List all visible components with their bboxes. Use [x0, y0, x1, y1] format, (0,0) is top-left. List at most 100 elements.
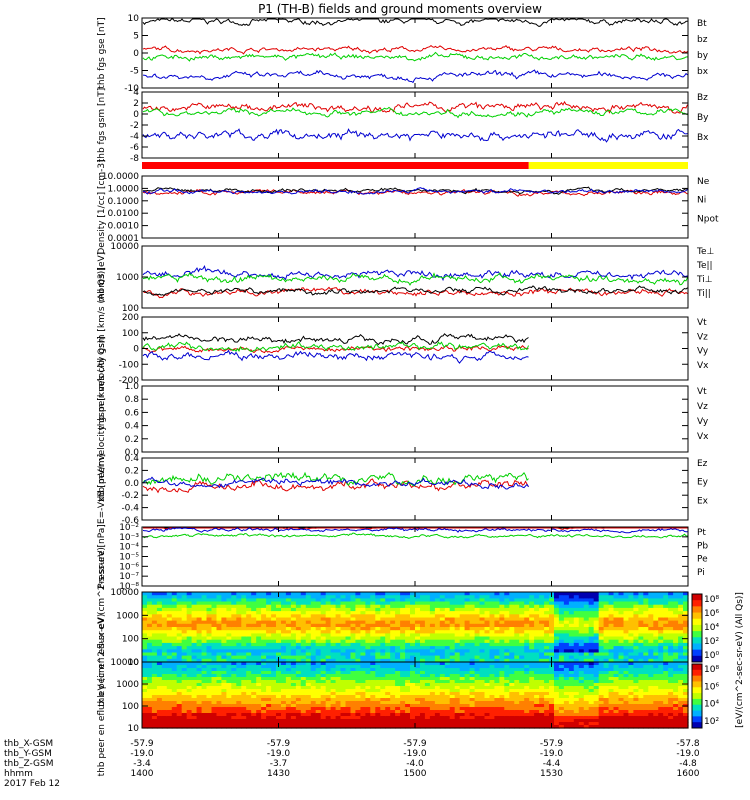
heatmap-cell — [385, 716, 391, 720]
heatmap-cell — [156, 665, 163, 669]
heatmap-cell — [340, 658, 347, 663]
heatmap-cell — [295, 677, 302, 681]
heatmap-cell — [529, 623, 535, 628]
heatmap-cell — [504, 617, 510, 622]
heatmap-cell — [534, 604, 540, 609]
heatmap-cell — [276, 692, 282, 696]
heatmap-cell — [147, 713, 153, 717]
heatmap-cell — [573, 649, 580, 654]
heatmap-cell — [415, 674, 421, 678]
heatmap-cell — [668, 642, 674, 647]
heatmap-cell — [196, 604, 203, 609]
heatmap-cell — [549, 704, 555, 708]
heatmap-cell — [539, 627, 545, 631]
heatmap-cell — [658, 614, 664, 619]
heatmap-cell — [365, 607, 371, 612]
legend-vt: Vt — [697, 387, 707, 397]
heatmap-cell — [191, 677, 198, 681]
heatmap-cell — [554, 698, 560, 702]
heatmap-cell — [186, 722, 193, 726]
heatmap-cell — [549, 692, 555, 696]
heatmap-cell — [638, 646, 644, 650]
y-tick-label: 0.4 — [125, 454, 140, 464]
legend-bx: bx — [697, 67, 709, 77]
heatmap-cell — [201, 658, 208, 663]
heatmap-cell — [365, 698, 371, 702]
heatmap-cell — [365, 639, 371, 644]
heatmap-cell — [310, 695, 317, 699]
heatmap-cell — [623, 680, 630, 684]
heatmap-cell — [221, 695, 227, 699]
heatmap-cell — [390, 668, 396, 672]
heatmap-cell — [568, 704, 575, 708]
heatmap-cell — [380, 652, 386, 657]
heatmap-cell — [380, 604, 386, 609]
heatmap-cell — [454, 649, 461, 654]
heatmap-cell — [608, 607, 615, 612]
heatmap-cell — [325, 630, 332, 634]
heatmap-cell — [499, 713, 505, 717]
heatmap-cell — [410, 713, 416, 717]
heatmap-cell — [484, 636, 491, 641]
heatmap-cell — [385, 611, 391, 615]
heatmap-cell — [643, 725, 649, 729]
heatmap-cell — [434, 704, 441, 708]
heatmap-cell — [673, 633, 679, 638]
heatmap-cell — [400, 627, 406, 631]
heatmap-cell — [454, 655, 461, 660]
heatmap-cell — [211, 592, 218, 596]
heatmap-cell — [544, 620, 550, 625]
heatmap-cell — [246, 633, 252, 638]
heatmap-cell — [345, 713, 352, 717]
heatmap-cell — [410, 623, 416, 628]
heatmap-cell — [360, 716, 366, 720]
heatmap-cell — [147, 698, 153, 702]
heatmap-cell — [405, 620, 411, 625]
heatmap-cell — [181, 620, 188, 625]
heatmap-cell — [539, 701, 545, 705]
heatmap-cell — [241, 639, 247, 644]
heatmap-cell — [529, 701, 535, 705]
heatmap-cell — [424, 611, 431, 615]
heatmap-cell — [439, 598, 446, 603]
heatmap-cell — [464, 592, 471, 596]
heatmap-cell — [375, 674, 381, 678]
heatmap-cell — [439, 623, 446, 628]
heatmap-cell — [678, 617, 684, 622]
heatmap-cell — [142, 662, 148, 666]
heatmap-cell — [370, 623, 376, 628]
heatmap-cell — [648, 592, 654, 596]
heatmap-cell — [186, 695, 193, 699]
heatmap-cell — [310, 704, 317, 708]
heatmap-cell — [236, 636, 242, 641]
heatmap-cell — [246, 655, 252, 660]
heatmap-cell — [499, 719, 505, 723]
heatmap-cell — [365, 658, 371, 663]
heatmap-cell — [638, 680, 644, 684]
heatmap-cell — [226, 695, 232, 699]
heatmap-cell — [161, 668, 168, 672]
heatmap-cell — [449, 620, 456, 625]
heatmap-cell — [573, 677, 580, 681]
heatmap-cell — [459, 620, 466, 625]
heatmap-cell — [623, 627, 630, 631]
heatmap-cell — [310, 677, 317, 681]
heatmap-cell — [489, 633, 496, 638]
heatmap-cell — [156, 674, 163, 678]
legend-ne: Ne — [697, 177, 710, 187]
heatmap-cell — [524, 677, 530, 681]
heatmap-cell — [370, 671, 376, 675]
heatmap-cell — [658, 642, 664, 647]
heatmap-cell — [424, 652, 431, 657]
heatmap-cell — [489, 617, 496, 622]
heatmap-cell — [653, 633, 659, 638]
heatmap-cell — [474, 695, 481, 699]
heatmap-cell — [156, 698, 163, 702]
heatmap-cell — [176, 677, 183, 681]
heatmap-cell — [405, 707, 411, 711]
heatmap-cell — [558, 710, 565, 714]
heatmap-cell — [315, 671, 322, 675]
heatmap-cell — [330, 686, 337, 690]
heatmap-cell — [420, 680, 426, 684]
heatmap-cell — [489, 601, 496, 606]
